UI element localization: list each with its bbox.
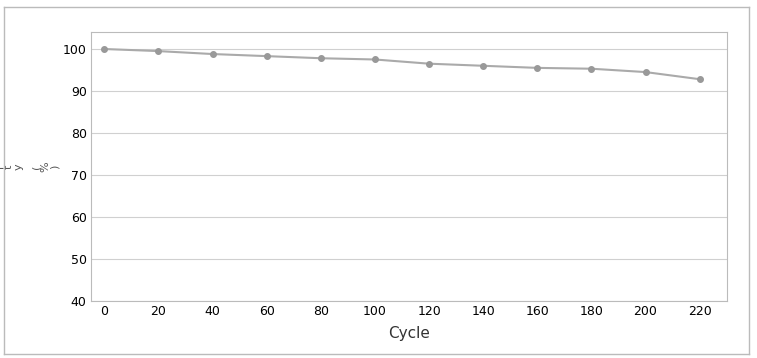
X-axis label: Cycle: Cycle (388, 326, 430, 341)
Y-axis label: D
y
n
a
m
i
c
 
b
i
n
d
i
n
g
 
c
a
p
a
c
i
t
y
 
(
%
): D y n a m i c b i n d i n g c a p a c i … (0, 161, 60, 172)
